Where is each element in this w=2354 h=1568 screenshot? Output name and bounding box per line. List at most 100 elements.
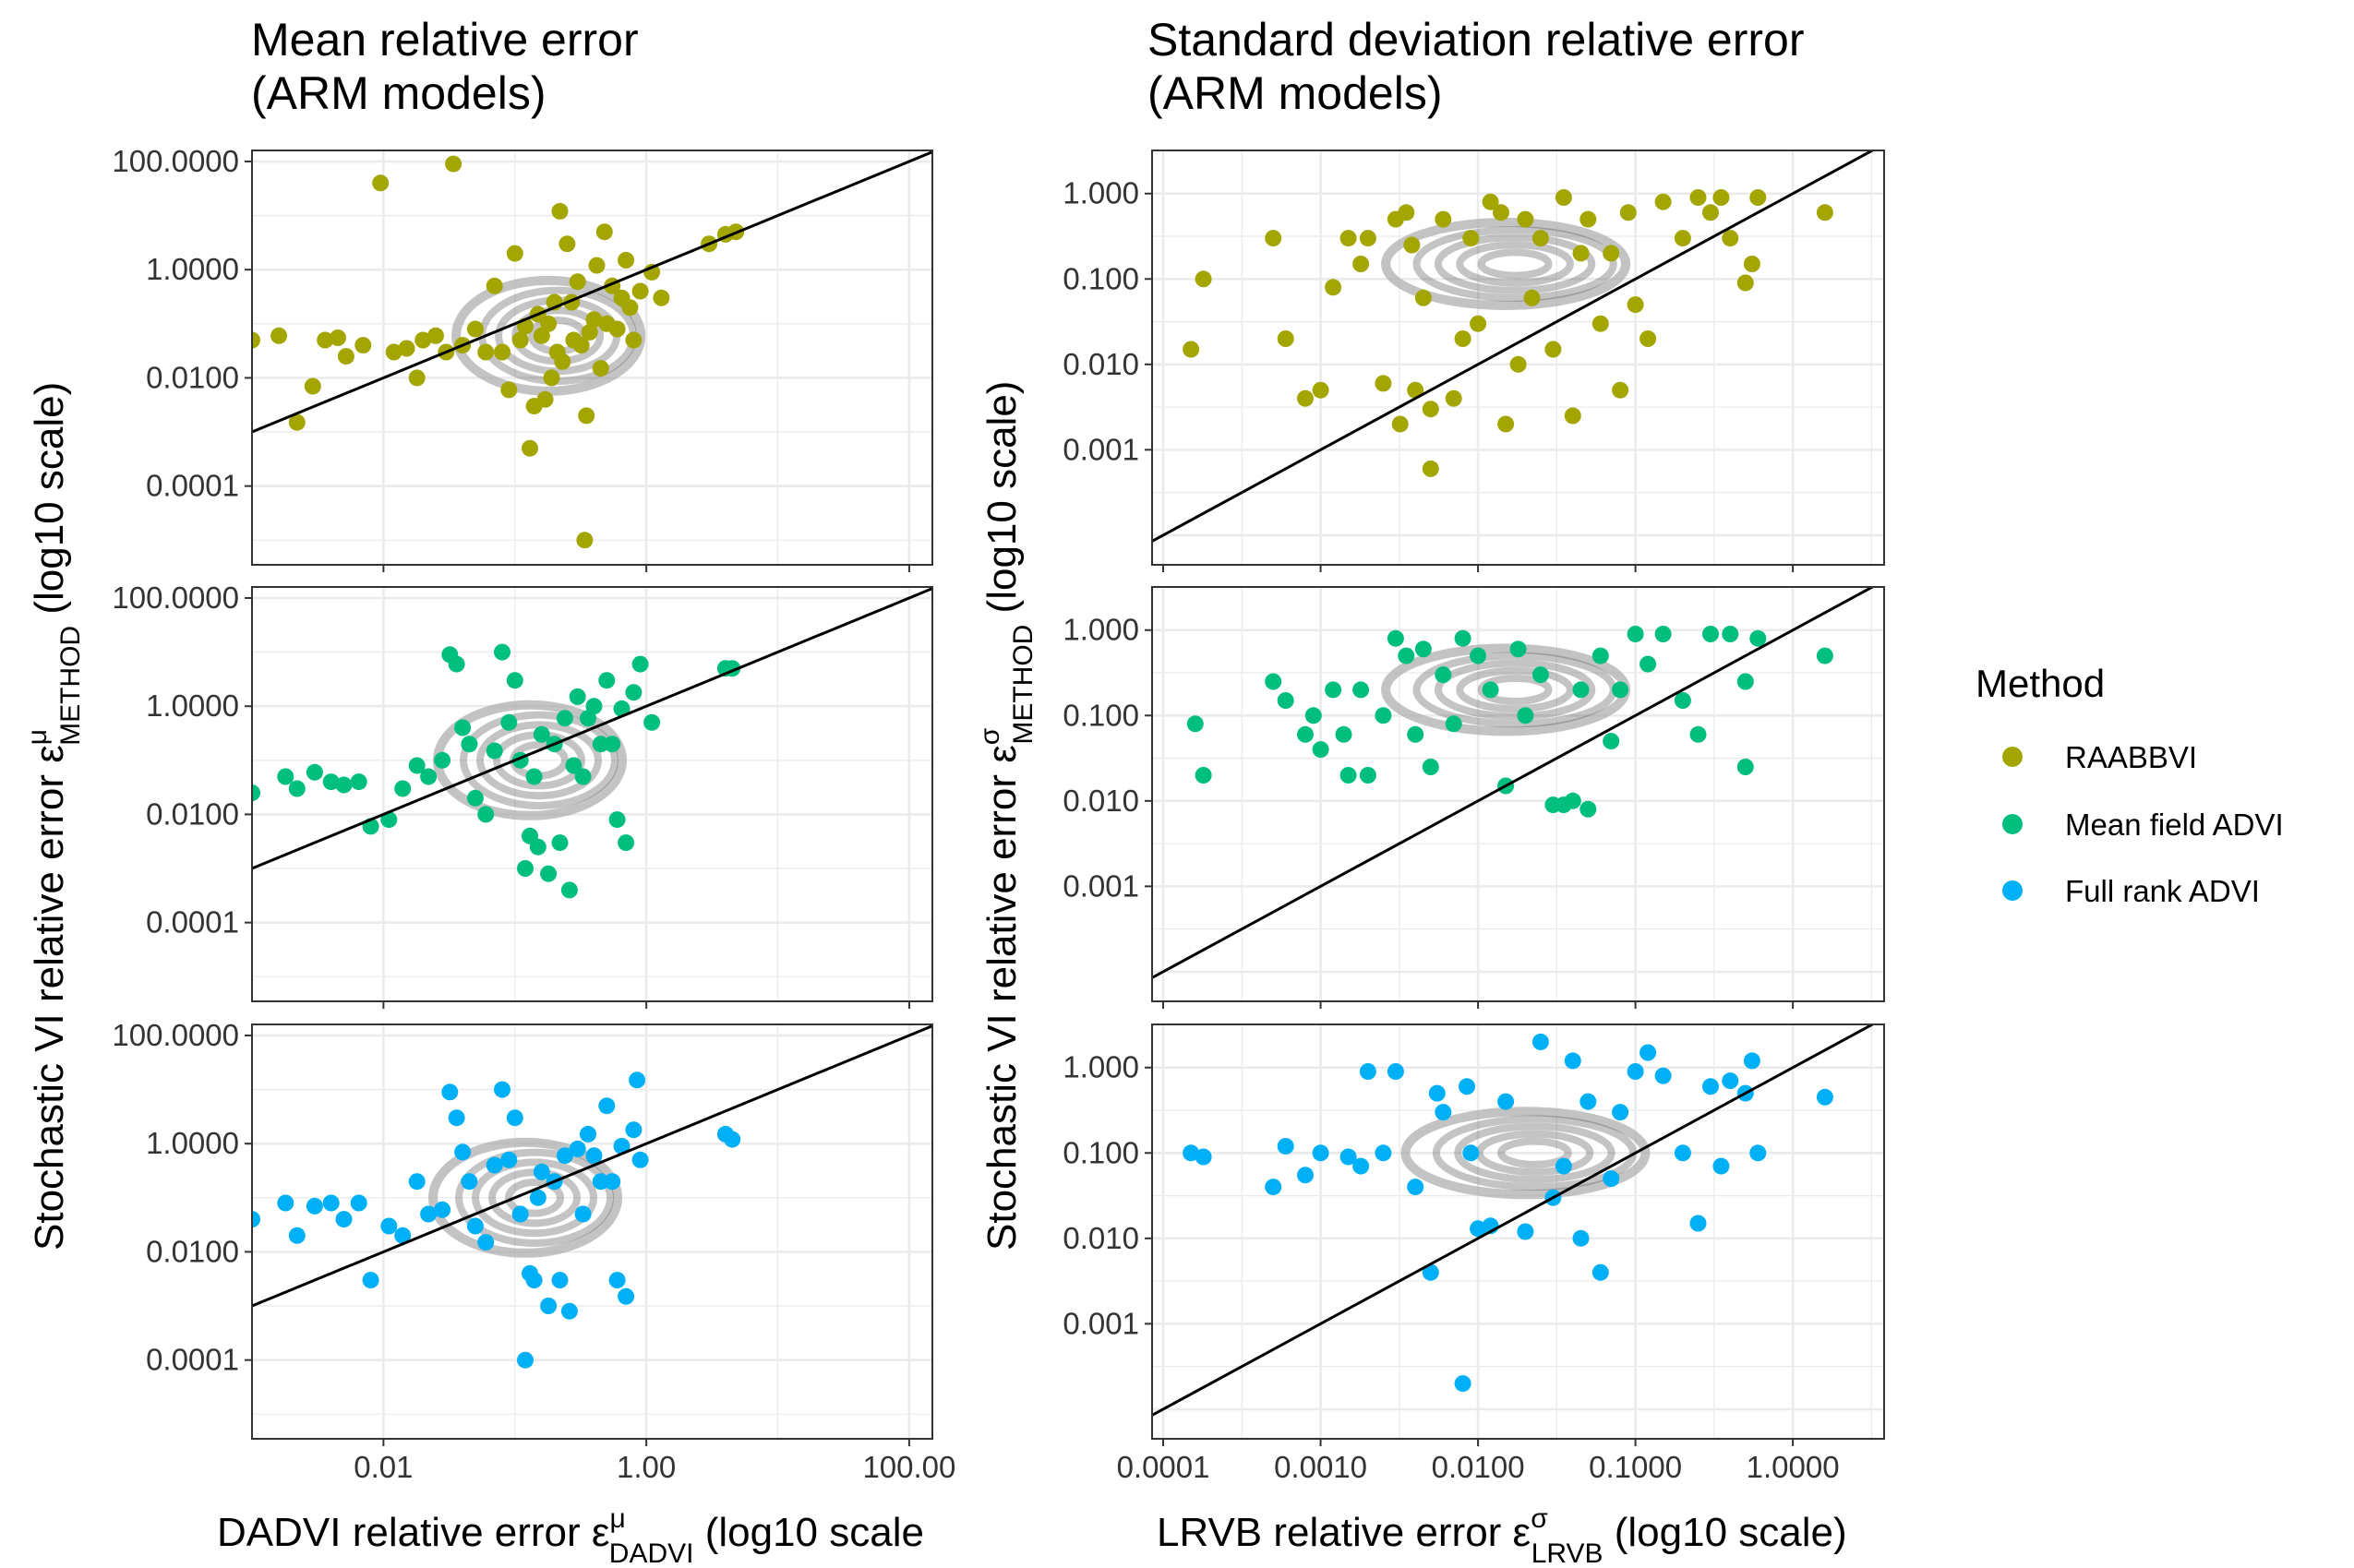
data-point <box>1454 330 1471 347</box>
data-point <box>598 1097 616 1115</box>
data-point <box>529 838 546 856</box>
right-x-axis-label: LRVB relative error εσ LRVB (log10 scale) <box>1157 1503 1847 1568</box>
data-point <box>466 320 484 338</box>
data-point <box>1639 655 1657 673</box>
data-point <box>1722 230 1739 247</box>
data-point <box>608 1272 626 1289</box>
reference-line <box>1152 150 1876 544</box>
left-title-line-2: (ARM models) <box>251 67 546 119</box>
data-point <box>466 789 484 807</box>
data-point <box>1572 245 1590 262</box>
panel-background <box>252 150 932 565</box>
data-point <box>1359 230 1376 247</box>
data-point <box>506 672 523 689</box>
y-tick-label: 1.000 <box>1063 1050 1139 1084</box>
y-tick-label: 0.0100 <box>146 1234 239 1268</box>
y-tick-label: 0.0001 <box>146 1343 239 1377</box>
reference-line <box>1152 1024 1876 1418</box>
data-point <box>569 688 586 705</box>
data-point <box>631 1151 649 1168</box>
contour-inner <box>1477 248 1553 280</box>
plot-area <box>1152 1024 1876 1418</box>
data-point <box>1639 1044 1657 1061</box>
data-point <box>1509 640 1527 658</box>
data-point <box>427 327 444 344</box>
data-point <box>1555 1157 1572 1175</box>
data-point <box>560 1302 578 1320</box>
data-point <box>1523 289 1541 306</box>
data-point <box>1674 1144 1691 1162</box>
data-point <box>1277 330 1294 347</box>
data-point <box>540 315 558 332</box>
data-point <box>500 713 518 731</box>
data-point <box>1470 647 1487 664</box>
data-point <box>1572 681 1590 699</box>
panel-border <box>1151 1023 1885 1440</box>
data-point <box>1722 626 1739 642</box>
data-point <box>1265 230 1282 247</box>
gridlines <box>252 1024 932 1439</box>
data-point <box>631 655 649 673</box>
y-tick-label: 0.010 <box>1063 1221 1139 1255</box>
data-point <box>585 1147 603 1165</box>
data-point <box>581 323 598 341</box>
contour-inner <box>1456 666 1574 713</box>
density-contours <box>1381 217 1631 310</box>
data-point <box>1579 210 1597 228</box>
data-point <box>558 235 576 253</box>
data-point <box>408 369 426 387</box>
data-point <box>592 736 609 753</box>
data-point <box>1445 715 1462 733</box>
data-point <box>306 763 323 781</box>
panel-3: 0.0001 0.0100 1.0000 100.0000 0.01 1.00 100.00 <box>112 1018 955 1484</box>
data-point <box>335 1211 353 1228</box>
data-point <box>618 834 635 852</box>
data-point <box>585 698 603 715</box>
data-point <box>1712 189 1730 206</box>
data-point <box>252 784 260 802</box>
data-point <box>1612 681 1629 699</box>
data-point <box>595 223 613 241</box>
contour-outer <box>1381 217 1631 310</box>
density-contours <box>432 700 627 820</box>
data-point <box>1603 245 1620 262</box>
data-point <box>350 1194 367 1212</box>
contour-inner <box>1434 233 1596 294</box>
panel-border <box>1151 586 1885 1002</box>
data-point <box>540 865 558 882</box>
data-point <box>380 811 398 829</box>
data-point <box>1335 725 1352 743</box>
data-point <box>1183 341 1200 358</box>
data-point <box>1375 1144 1392 1162</box>
contour-inner <box>1477 674 1553 706</box>
data-point <box>1493 204 1509 221</box>
data-point <box>500 381 518 399</box>
data-point <box>556 1147 573 1165</box>
y-tick-label: 0.0001 <box>146 905 239 940</box>
data-point <box>288 1227 306 1244</box>
data-point <box>1407 725 1424 743</box>
data-point <box>604 1173 621 1191</box>
right-y-axis-label: Stochastic VI relative error εσ METHOD (l… <box>975 381 1039 1251</box>
y-tick-label: 0.0100 <box>146 796 239 831</box>
panel-5: 0.001 0.010 0.100 1.000 <box>1063 586 1885 1009</box>
panels: 0.0001 0.0100 1.0000 100.0000 0.0001 0.0100 1.… <box>112 144 1885 1484</box>
data-point <box>494 1081 510 1098</box>
data-point <box>1414 640 1432 658</box>
data-point <box>1407 1179 1424 1196</box>
data-point <box>1312 381 1329 399</box>
panel-border <box>251 1023 933 1440</box>
data-point <box>1743 1052 1760 1070</box>
data-point <box>441 1083 459 1101</box>
data-point <box>1277 692 1294 709</box>
data-point <box>362 1272 379 1289</box>
data-point <box>477 1234 495 1251</box>
data-point <box>1689 189 1707 206</box>
data-point <box>569 1140 586 1157</box>
data-point <box>1654 193 1672 210</box>
reference-line <box>252 1024 932 1308</box>
data-point <box>540 1298 558 1314</box>
contour-inner <box>1454 1122 1615 1184</box>
data-point <box>1325 279 1342 296</box>
x-tick-label: 0.0100 <box>1432 1450 1525 1484</box>
